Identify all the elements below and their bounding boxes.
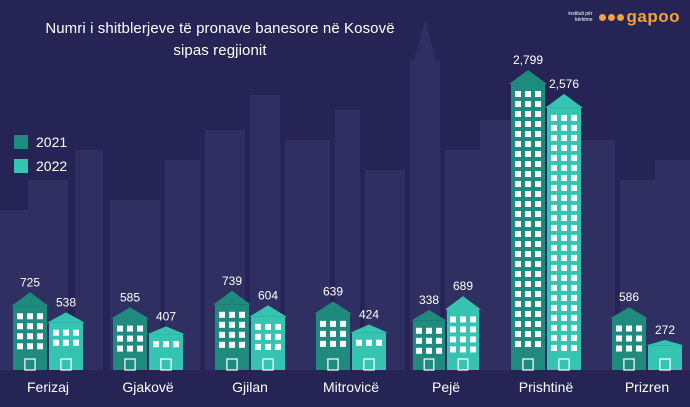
brand-dots-icon	[598, 13, 624, 21]
bar-2022-Pejë	[445, 296, 481, 371]
bar-2022-Ferizaj	[47, 312, 85, 371]
bar-2022-Prishtinë	[545, 93, 583, 371]
legend-swatch-2022	[14, 159, 28, 173]
bar-2022-Gjakovë	[147, 326, 185, 371]
bar-2022-Mitrovicë	[350, 324, 388, 371]
category-label-Gjakovë: Gjakovë	[122, 379, 174, 395]
data-label-2021-Prishtinë: 2,799	[513, 53, 543, 67]
bar-2021-Pejë	[411, 310, 447, 371]
bar-2021-Mitrovicë	[314, 301, 352, 371]
data-label-2022-Ferizaj: 538	[56, 295, 76, 309]
brand-tagline: instituti për kërkime	[568, 11, 593, 23]
brand-mark: gapoo	[598, 7, 681, 27]
chart-subtitle: sipas regjionit	[173, 42, 267, 59]
bar-2022-Gjilan	[249, 305, 287, 371]
bar-2022-Prizren	[646, 340, 684, 371]
data-label-2021-Pejë: 338	[419, 293, 439, 307]
chart-marks: 725 538 Ferizaj 585 407 Gjakovë 739 604 Gjilan 63…	[11, 53, 684, 395]
category-label-Mitrovicë: Mitrovicë	[323, 379, 379, 395]
data-label-2021-Mitrovicë: 639	[323, 285, 343, 299]
skyline-spire	[414, 20, 436, 60]
brand-logo: instituti për kërkime gapoo	[559, 6, 681, 28]
chart-title: Numri i shitblerjeve të pronave banesore…	[45, 20, 395, 37]
category-label-Prizren: Prizren	[625, 379, 669, 395]
data-label-2022-Prishtinë: 2,576	[549, 77, 579, 91]
data-label-2022-Pejë: 689	[453, 279, 473, 293]
skyline-building	[480, 120, 510, 370]
category-label-Pejë: Pejë	[432, 379, 460, 395]
legend: 2021 2022	[14, 132, 67, 180]
data-label-2022-Gjakovë: 407	[156, 309, 176, 323]
bar-2021-Gjakovë	[111, 307, 149, 371]
legend-swatch-2021	[14, 135, 28, 149]
data-label-2021-Gjakovë: 585	[120, 290, 140, 304]
skyline-building	[575, 140, 615, 370]
bar-2021-Prishtinë	[509, 70, 547, 371]
legend-item-2022: 2022	[14, 156, 67, 176]
category-label-Gjilan: Gjilan	[232, 379, 268, 395]
legend-item-2021: 2021	[14, 132, 67, 152]
data-label-2022-Mitrovicë: 424	[359, 308, 379, 322]
bar-2021-Prizren	[610, 307, 648, 371]
data-label-2021-Prizren: 586	[619, 290, 639, 304]
data-label-2021-Ferizaj: 725	[20, 275, 40, 289]
legend-label-2022: 2022	[36, 158, 68, 174]
category-label-Prishtinë: Prishtinë	[519, 379, 574, 395]
data-label-2022-Gjilan: 604	[258, 288, 278, 302]
bar-2021-Ferizaj	[11, 292, 49, 371]
skyline-building	[655, 160, 690, 370]
data-label-2021-Gjilan: 739	[222, 274, 242, 288]
category-label-Ferizaj: Ferizaj	[27, 379, 69, 395]
legend-label-2021: 2021	[36, 134, 68, 150]
brand-wordmark: gapoo	[626, 7, 680, 26]
bar-2021-Gjilan	[213, 290, 251, 371]
data-label-2022-Prizren: 272	[655, 323, 675, 337]
